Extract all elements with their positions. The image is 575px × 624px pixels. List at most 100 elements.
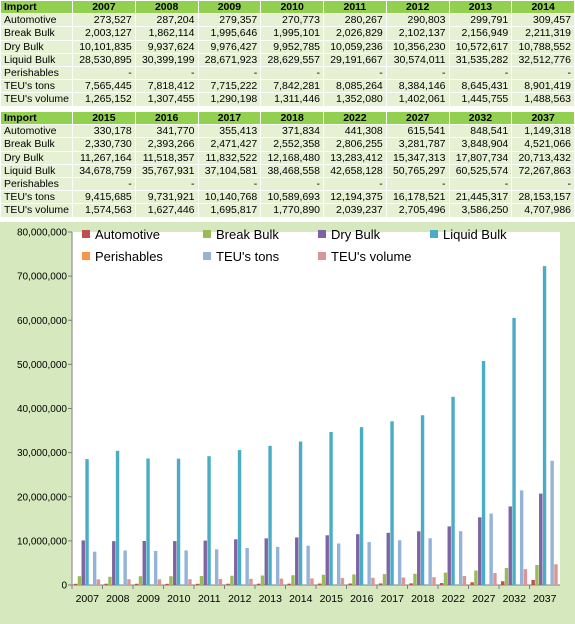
year-header: 2013 xyxy=(448,0,513,15)
table-row: TEU's tons 7,565,445 7,818,412 7,715,222 7,8… xyxy=(0,79,575,94)
table-body: Import 2015 2016 2017 2018 2022 2027 2032 2037 Au… xyxy=(0,110,575,218)
bar-automotive xyxy=(256,583,261,585)
bar-automotive xyxy=(165,583,169,585)
table-cell: 72,267,863 xyxy=(511,163,575,178)
table-cell: 2,102,137 xyxy=(385,26,450,41)
row-label: Break Bulk xyxy=(0,137,73,152)
bar-teu-s-tons xyxy=(519,490,524,585)
table-cell: 1,352,080 xyxy=(323,92,387,107)
y-tick-label: 60,000,000 xyxy=(17,316,67,327)
legend-label: Automotive xyxy=(95,227,160,242)
bar-dry-bulk xyxy=(417,531,421,585)
table-cell: 4,521,066 xyxy=(511,137,575,152)
bar-liquid-bulk xyxy=(176,458,181,585)
bar-dry-bulk xyxy=(325,535,329,585)
table-cell: 1,149,318 xyxy=(511,124,575,139)
table-cell: 34,678,759 xyxy=(72,163,136,178)
table-cell: 2,039,237 xyxy=(323,203,387,218)
bar-break-bulk xyxy=(77,576,82,585)
bar-liquid-bulk xyxy=(451,396,455,585)
row-label: Dry Bulk xyxy=(0,150,73,165)
row-label: Liquid Bulk xyxy=(0,163,73,178)
bar-break-bulk xyxy=(321,574,326,585)
bar-dry-bulk xyxy=(356,534,360,585)
bar-teu-s-volume xyxy=(340,578,345,585)
table-cell: 848,541 xyxy=(448,124,513,139)
table-cell: - xyxy=(385,65,450,81)
x-tick-label: 2027 xyxy=(472,593,496,605)
bar-dry-bulk xyxy=(508,506,512,585)
legend-label: Liquid Bulk xyxy=(443,227,507,242)
bar-liquid-bulk xyxy=(115,450,120,585)
bar-dry-bulk xyxy=(264,538,268,585)
table-cell: 32,512,776 xyxy=(511,52,575,67)
table-cell: 2,330,730 xyxy=(72,137,136,152)
row-label: TEU's volume xyxy=(0,203,73,218)
bar-teu-s-tons xyxy=(184,550,188,585)
bar-teu-s-tons xyxy=(489,513,493,585)
table-cell: 7,818,412 xyxy=(134,79,199,94)
year-header: 2012 xyxy=(385,0,450,15)
header-row: Import 2015 2016 2017 2018 2022 2027 2032 2037 xyxy=(0,110,575,126)
year-header: 2018 xyxy=(260,110,324,126)
legend-label: Break Bulk xyxy=(216,227,279,242)
bar-automotive xyxy=(73,583,78,585)
x-tick-label: 2015 xyxy=(320,593,344,605)
bar-break-bulk xyxy=(138,576,143,585)
bar-automotive xyxy=(226,583,230,585)
table-cell: 17,807,734 xyxy=(448,150,513,165)
bar-liquid-bulk xyxy=(481,360,486,585)
bar-teu-s-volume xyxy=(371,577,375,585)
y-tick-label: 30,000,000 xyxy=(17,448,67,459)
table-cell: 8,901,419 xyxy=(511,79,575,94)
table-cell: 1,307,455 xyxy=(134,92,199,107)
legend-swatch xyxy=(82,252,90,260)
table-row: Break Bulk 2,330,730 2,393,266 2,471,427 2,5… xyxy=(0,137,575,152)
legend-label: TEU's tons xyxy=(216,249,280,264)
table-cell: - xyxy=(197,65,262,81)
bar-liquid-bulk xyxy=(207,456,211,585)
bar-break-bulk xyxy=(504,568,509,585)
x-tick-label: 2014 xyxy=(289,593,313,605)
chart-panel: 0 10,000,000 20,000,000 30,000,000 40,000,00… xyxy=(0,222,575,624)
table-cell: 8,645,431 xyxy=(448,79,513,94)
row-label: Liquid Bulk xyxy=(0,52,73,67)
table-cell: - xyxy=(72,176,136,192)
table-cell: - xyxy=(511,176,575,192)
table-cell: 28,530,895 xyxy=(72,52,136,67)
year-header: 2009 xyxy=(197,0,262,15)
table-cell: - xyxy=(134,65,199,81)
bar-teu-s-tons xyxy=(275,546,280,585)
table-cell: 330,178 xyxy=(72,124,136,139)
bar-liquid-bulk xyxy=(359,427,364,585)
bar-automotive xyxy=(439,583,444,585)
header-label: Import xyxy=(0,110,73,126)
legend-swatch xyxy=(318,252,326,260)
bar-teu-s-volume xyxy=(96,579,101,585)
bar-break-bulk xyxy=(382,574,387,585)
bar-teu-s-volume xyxy=(157,579,162,585)
table-cell: 273,527 xyxy=(72,13,136,28)
row-label: TEU's volume xyxy=(0,92,73,107)
table-cell: 29,191,667 xyxy=(323,52,387,67)
table-cell: 290,803 xyxy=(385,13,450,28)
table-cell: 10,059,236 xyxy=(323,39,387,54)
x-tick-label: 2032 xyxy=(503,593,527,605)
bar-break-bulk xyxy=(169,576,173,585)
table-cell: - xyxy=(72,65,136,81)
year-header: 2014 xyxy=(511,0,575,15)
y-tick-label: 80,000,000 xyxy=(17,228,67,239)
table-row: Automotive 330,178 341,770 355,413 371,834 44… xyxy=(0,124,575,139)
row-label: TEU's tons xyxy=(0,190,73,205)
x-tick-label: 2017 xyxy=(381,593,405,605)
bar-automotive xyxy=(531,579,535,585)
x-tick-label: 2007 xyxy=(76,593,100,605)
table-cell: 30,399,199 xyxy=(134,52,199,67)
table-cell: 2,156,949 xyxy=(448,26,513,41)
year-header: 2011 xyxy=(323,0,387,15)
import-table-2015-2037: Import 2015 2016 2017 2018 2022 2027 2032 2037 Au… xyxy=(0,110,575,218)
table-cell: 2,705,496 xyxy=(385,203,450,218)
table-cell: 11,267,164 xyxy=(72,150,136,165)
table-cell: 7,715,222 xyxy=(197,79,262,94)
table-row: TEU's tons 9,415,685 9,731,921 10,140,768 10… xyxy=(0,190,575,205)
